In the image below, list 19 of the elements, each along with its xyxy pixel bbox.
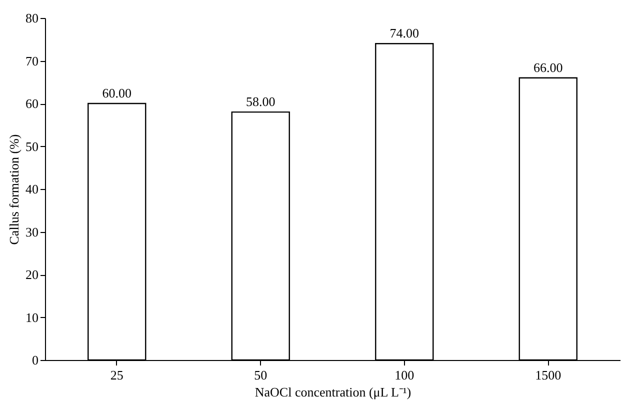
y-axis-title: Callus formation (%) [6, 134, 22, 245]
x-tick-label: 25 [110, 368, 124, 382]
y-tick-label: 10 [26, 310, 38, 325]
y-tick-label: 50 [26, 138, 38, 154]
x-axis-title: NaOCl concentration (μL L⁻¹) [254, 384, 412, 400]
x-tick-label: 50 [254, 368, 268, 382]
y-tick-label: 80 [26, 10, 38, 26]
data-label: 60.00 [102, 86, 132, 100]
y-tick-label: 20 [26, 267, 38, 282]
y-tick-label: 70 [26, 53, 38, 68]
x-tick-label: 100 [394, 368, 414, 382]
data-label: 66.00 [534, 60, 563, 75]
data-label: 58.00 [246, 94, 276, 110]
data-label: 74.00 [390, 26, 419, 41]
y-tick-label: 0 [32, 352, 38, 368]
y-tick-label: 40 [26, 182, 38, 196]
y-tick-label: 60 [26, 96, 38, 111]
x-tick-label: 1500 [535, 368, 562, 382]
y-tick-label: 30 [26, 224, 38, 240]
